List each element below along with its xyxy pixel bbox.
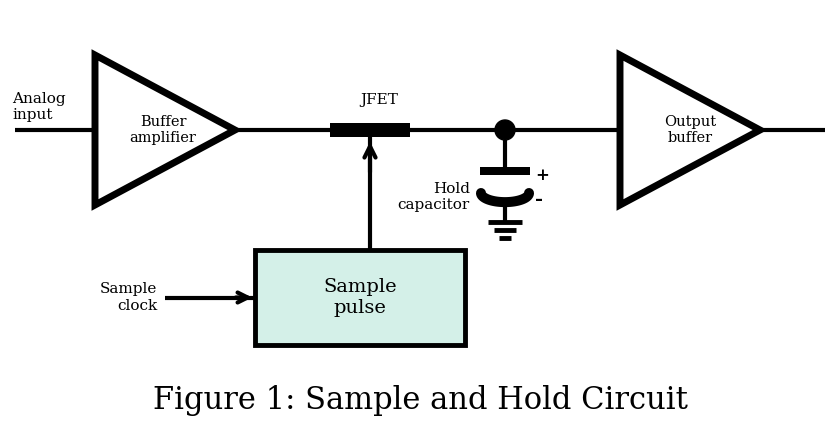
Circle shape: [495, 120, 515, 140]
Bar: [480, 167, 530, 175]
Text: Buffer
amplifier: Buffer amplifier: [129, 115, 197, 145]
Bar: [255, 250, 465, 345]
Text: Output
buffer: Output buffer: [664, 115, 716, 145]
Text: Sample
clock: Sample clock: [100, 282, 157, 313]
Bar: [330, 123, 410, 137]
Text: -: -: [535, 191, 543, 209]
Text: Analog
input: Analog input: [12, 92, 66, 122]
Polygon shape: [620, 55, 760, 205]
Polygon shape: [95, 55, 235, 205]
Text: Hold
capacitor: Hold capacitor: [398, 182, 470, 212]
Text: JFET: JFET: [360, 93, 398, 107]
Text: Sample
pulse: Sample pulse: [323, 278, 396, 317]
Text: Figure 1: Sample and Hold Circuit: Figure 1: Sample and Hold Circuit: [153, 385, 687, 415]
Text: +: +: [535, 167, 549, 184]
